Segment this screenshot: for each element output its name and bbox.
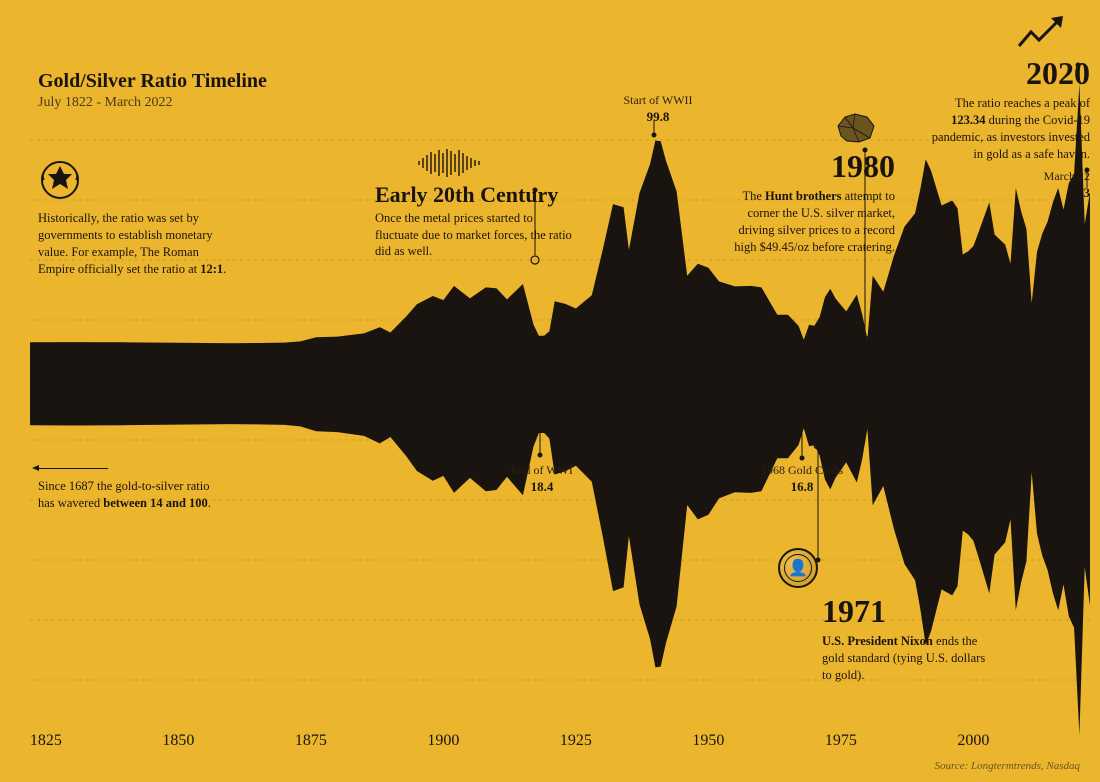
svg-text:1925: 1925 — [560, 732, 592, 749]
annotation-early20: Early 20th Century Once the metal prices… — [375, 180, 575, 260]
svg-text:1900: 1900 — [427, 732, 459, 749]
annotation-wwii: Start of WWII 99.8 — [618, 92, 698, 126]
arrow-left-icon — [38, 468, 108, 469]
source-attribution: Source: Longtermtrends, Nasdaq — [934, 760, 1080, 772]
annotation-march22: March 22 78.3 — [1030, 168, 1090, 202]
svg-text:1950: 1950 — [692, 732, 724, 749]
annotation-1971: 1971 U.S. President Nixon ends the gold … — [822, 590, 987, 684]
annotation-historic: Since 1687 the gold-to-silver ratio has … — [38, 478, 228, 512]
svg-text:1975: 1975 — [825, 732, 857, 749]
ore-icon — [835, 112, 877, 144]
trend-arrow-icon — [1015, 12, 1075, 52]
annotation-1980: 1980 The Hunt brothers attempt to corner… — [720, 145, 895, 256]
x-axis-ticks: 1825 1850 1875 1900 1925 1950 1975 2000 — [30, 732, 990, 749]
svg-text:1825: 1825 — [30, 732, 62, 749]
coin-icon: 👤 — [778, 548, 818, 588]
annotation-2020: 2020 The ratio reaches a peak of 123.34 … — [930, 52, 1090, 163]
svg-text:1875: 1875 — [295, 732, 327, 749]
annotation-wwi: End of WWI 18.4 — [502, 462, 582, 496]
annotation-1968: 1968 Gold Crisis 16.8 — [752, 462, 852, 496]
svg-text:1850: 1850 — [162, 732, 194, 749]
svg-text:2000: 2000 — [957, 732, 989, 749]
soundwave-icon — [415, 148, 485, 178]
annotation-intro: Historically, the ratio was set by gover… — [38, 210, 233, 278]
seal-icon — [38, 158, 82, 202]
